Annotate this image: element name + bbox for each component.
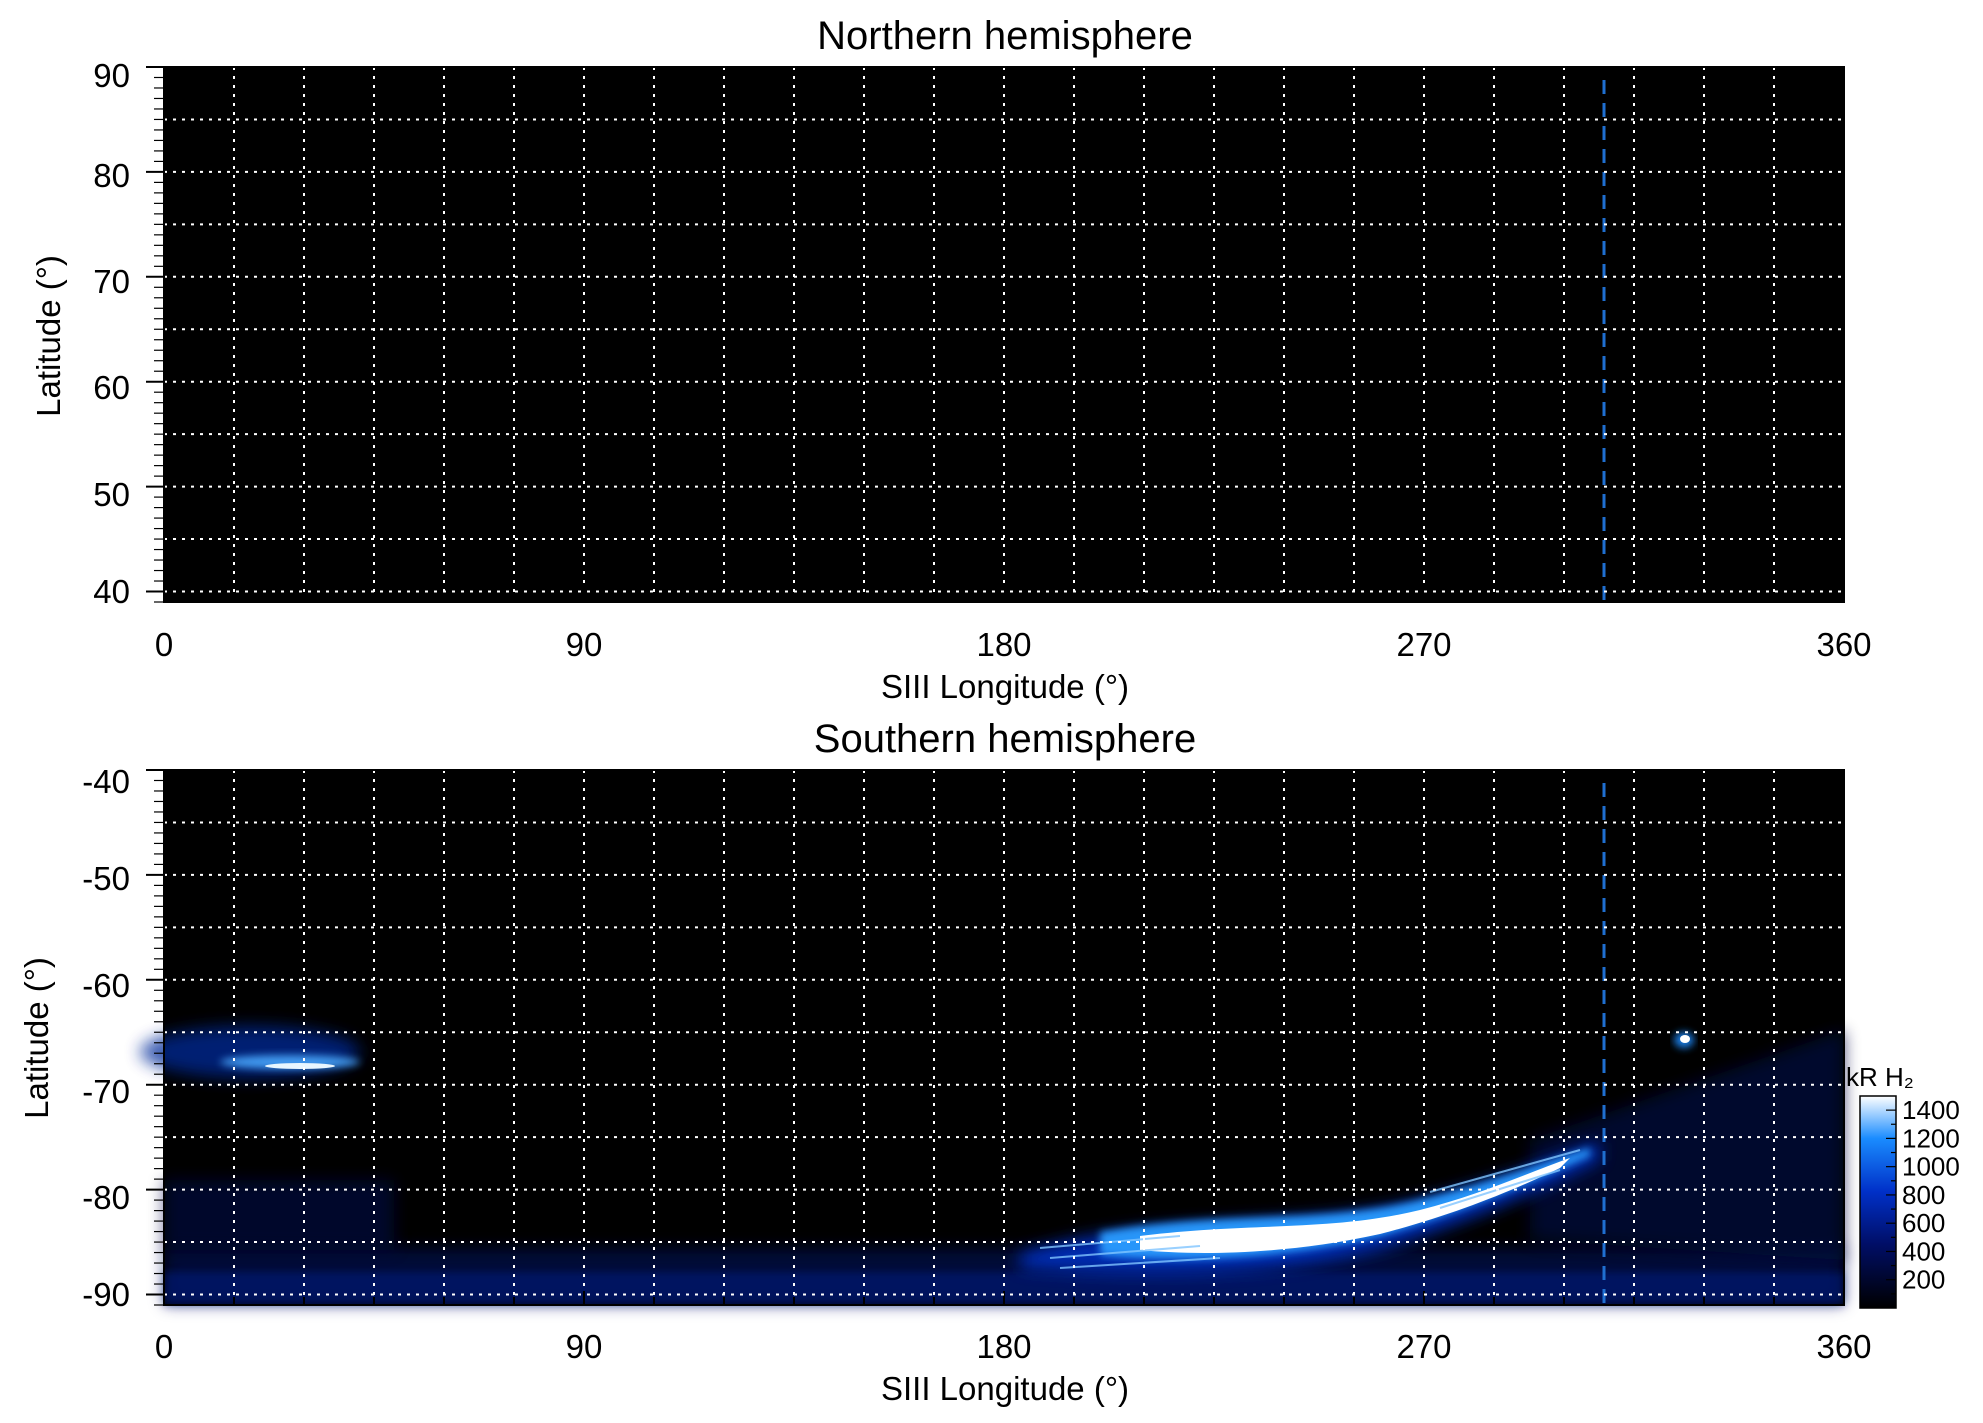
- south-ytick-m80: -80: [82, 1179, 130, 1216]
- north-ytick-50: 50: [93, 476, 130, 513]
- north-xtick-270: 270: [1396, 626, 1451, 663]
- south-ytick-m90: -90: [82, 1276, 130, 1313]
- colorbar-label-400: 400: [1902, 1236, 1945, 1266]
- north-ytick-80: 80: [93, 157, 130, 194]
- north-xtick-90: 90: [566, 626, 603, 663]
- south-ytick-m60: -60: [82, 967, 130, 1004]
- south-grid: [164, 770, 1844, 1305]
- south-y-axis-label: Latitude (°): [18, 957, 55, 1119]
- south-xtick-360: 360: [1816, 1328, 1871, 1365]
- south-ytick-m50: -50: [82, 860, 130, 897]
- north-ytick-40: 40: [93, 573, 130, 610]
- north-plot-frame: [163, 66, 1845, 603]
- colorbar-label-1000: 1000: [1902, 1152, 1960, 1182]
- north-plot-area: [164, 67, 1844, 602]
- colorbar-label-1400: 1400: [1902, 1095, 1960, 1125]
- north-panel: Northern hemisphere 90 80 70 60 50 40 0 …: [30, 14, 1872, 705]
- south-panel: Southern hemisphere -40 -50 -60 -70: [18, 717, 1960, 1407]
- south-xtick-180: 180: [976, 1328, 1031, 1365]
- south-y-tick-labels: -40 -50 -60 -70 -80 -90: [82, 763, 130, 1313]
- north-y-axis-label: Latitude (°): [30, 255, 67, 417]
- faint-left-haze: [164, 1180, 394, 1250]
- colorbar-label-800: 800: [1902, 1180, 1945, 1210]
- north-y-tick-labels: 90 80 70 60 50 40: [93, 57, 130, 610]
- north-xtick-180: 180: [976, 626, 1031, 663]
- colorbar-label-1200: 1200: [1902, 1123, 1960, 1153]
- colorbar-ticks: [1886, 1109, 1896, 1295]
- south-ytick-m70: -70: [82, 1073, 130, 1110]
- colorbar-title: kR H₂: [1846, 1062, 1914, 1092]
- south-title: Southern hemisphere: [814, 717, 1196, 761]
- north-y-minor-ticks: [146, 66, 164, 603]
- colorbar-gradient: [1859, 1095, 1897, 1309]
- south-xtick-270: 270: [1396, 1328, 1451, 1365]
- faint-right-haze: [1530, 1030, 1844, 1260]
- spot-core: [1680, 1035, 1690, 1043]
- north-x-axis-label: SIII Longitude (°): [881, 668, 1129, 705]
- north-grid: [164, 67, 1844, 602]
- north-xtick-0: 0: [155, 626, 173, 663]
- south-y-minor-ticks: [146, 769, 164, 1306]
- south-xtick-90: 90: [566, 1328, 603, 1365]
- north-ytick-60: 60: [93, 369, 130, 406]
- colorbar-label-600: 600: [1902, 1208, 1945, 1238]
- south-x-axis-label: SIII Longitude (°): [881, 1370, 1129, 1407]
- patch-bright: [265, 1063, 335, 1069]
- north-ytick-70: 70: [93, 263, 130, 300]
- colorbar-label-200: 200: [1902, 1265, 1945, 1295]
- north-title: Northern hemisphere: [817, 14, 1193, 58]
- north-xtick-360: 360: [1816, 626, 1871, 663]
- patch-glow: [140, 1026, 360, 1078]
- arc-core: [1140, 1158, 1570, 1253]
- north-x-tick-labels: 0 90 180 270 360: [155, 626, 1872, 663]
- south-plot-frame: [163, 769, 1845, 1306]
- south-x-tick-labels: 0 90 180 270 360: [155, 1328, 1872, 1365]
- north-ytick-90: 90: [93, 57, 130, 94]
- south-ytick-m40: -40: [82, 763, 130, 800]
- south-xtick-0: 0: [155, 1328, 173, 1365]
